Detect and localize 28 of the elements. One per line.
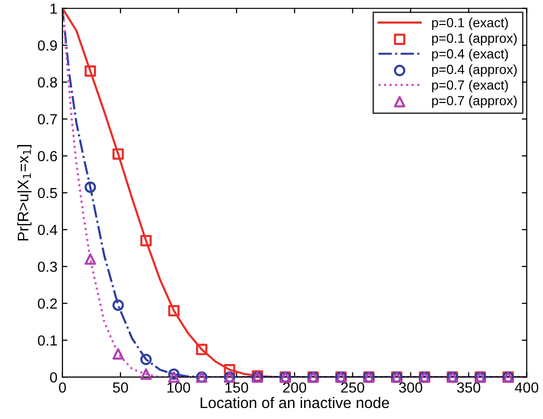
y-tick-label: 0.9 bbox=[38, 40, 57, 51]
y-tick-label: 0.5 bbox=[38, 188, 57, 198]
x-tick-label: 300 bbox=[399, 382, 422, 393]
y-axis-title: Pr[R>u|X$_{1}$=x$_{1}$] bbox=[17, 145, 32, 240]
y-tick-label: 0.1 bbox=[38, 335, 57, 346]
legend-label: p=0.1 (approx) bbox=[432, 33, 517, 46]
y-tick-label: 0 bbox=[50, 372, 58, 383]
y-tick-label: 0.6 bbox=[38, 150, 57, 162]
y-tick-label: 0.3 bbox=[38, 262, 57, 272]
x-tick-label: 400 bbox=[514, 382, 538, 393]
y-tick-label: 0.7 bbox=[38, 114, 57, 124]
y-tick-label: 0.2 bbox=[38, 298, 57, 309]
y-tick-label: 1 bbox=[50, 4, 57, 14]
x-tick-label: 350 bbox=[457, 382, 480, 393]
x-axis-title: Location of an inactive node bbox=[200, 396, 390, 408]
legend-label: p=0.7 (exact) bbox=[432, 80, 508, 92]
x-tick-label: 150 bbox=[225, 382, 248, 393]
x-tick-label: 250 bbox=[341, 382, 364, 393]
legend-label: p=0.7 (approx) bbox=[432, 96, 517, 108]
y-tick-label: 0.4 bbox=[38, 224, 58, 236]
legend-label: p=0.1 (exact) bbox=[432, 18, 508, 30]
x-tick-label: 0 bbox=[58, 382, 66, 393]
legend-label: p=0.4 (approx) bbox=[432, 64, 517, 77]
x-tick-label: 50 bbox=[112, 382, 128, 393]
x-tick-label: 100 bbox=[167, 382, 190, 393]
legend-label: p=0.4 (exact) bbox=[432, 48, 508, 62]
y-tick-label: 0.8 bbox=[38, 77, 57, 88]
x-tick-label: 200 bbox=[283, 382, 306, 393]
